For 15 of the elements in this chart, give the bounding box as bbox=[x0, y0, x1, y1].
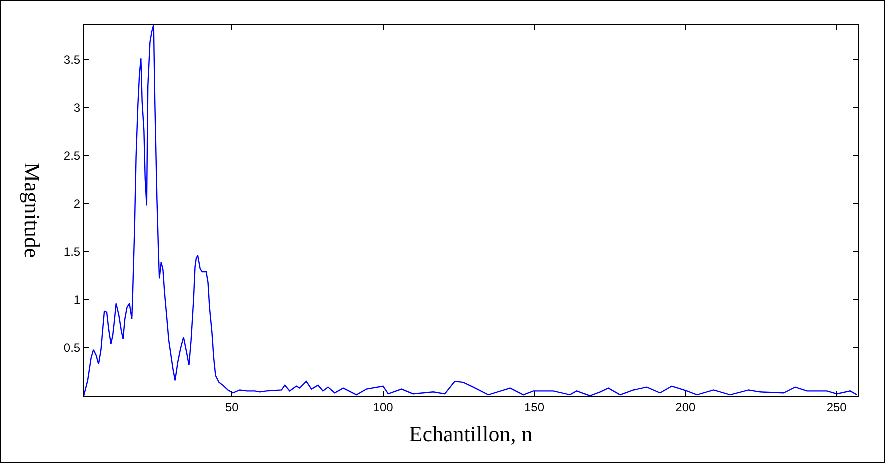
x-tick-label: 250 bbox=[826, 400, 848, 414]
y-tick-label: 3.5 bbox=[64, 52, 81, 67]
y-tick-label: 3 bbox=[74, 100, 81, 115]
line-series bbox=[84, 25, 858, 396]
y-tick-label: 2 bbox=[74, 196, 81, 211]
x-tick-label: 150 bbox=[524, 400, 545, 414]
x-tick-label: 100 bbox=[373, 400, 394, 414]
y-tick-label: 2.5 bbox=[64, 148, 81, 163]
y-tick-label: 0.5 bbox=[64, 341, 81, 356]
x-tick-label: 200 bbox=[676, 400, 696, 414]
y-axis-title: Magnitude bbox=[20, 162, 46, 258]
y-tick-label: 1 bbox=[74, 293, 81, 308]
y-tick-label: 1.5 bbox=[64, 245, 81, 260]
x-axis-title: Echantillon, n bbox=[409, 421, 533, 446]
x-tick-label: 50 bbox=[225, 400, 240, 414]
